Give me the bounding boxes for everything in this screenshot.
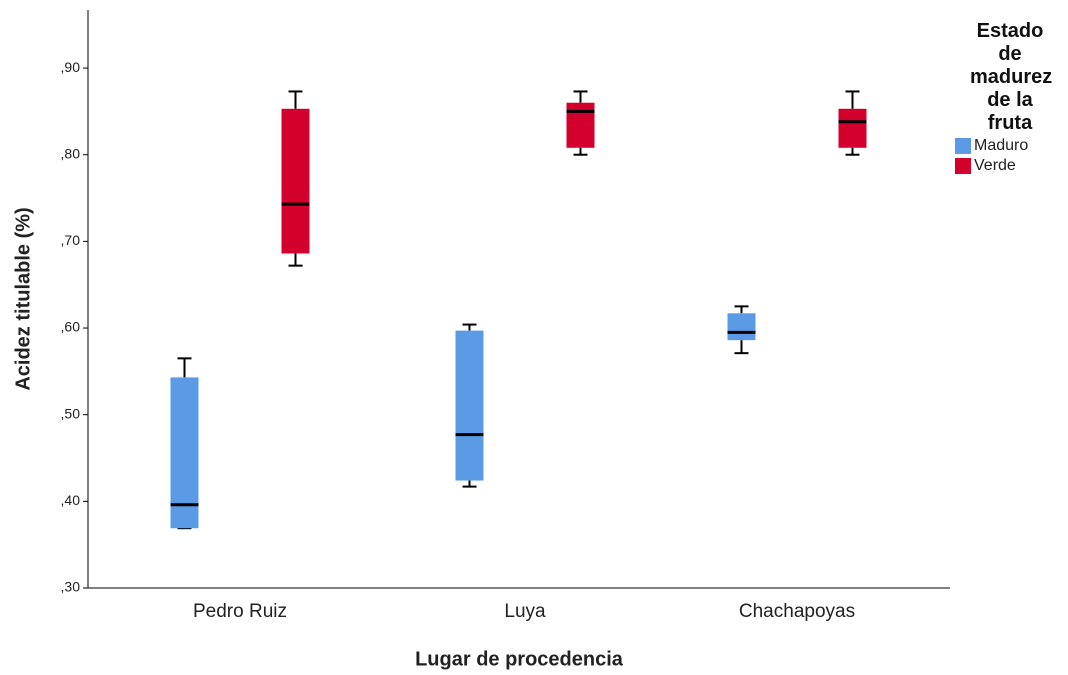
box bbox=[170, 377, 199, 529]
legend-label: Maduro bbox=[974, 137, 1029, 154]
legend-swatch bbox=[955, 138, 971, 154]
x-tick-label: Luya bbox=[504, 601, 546, 622]
box bbox=[727, 313, 756, 341]
y-tick-label: ,40 bbox=[61, 492, 81, 508]
y-tick-label: ,80 bbox=[61, 145, 81, 161]
box bbox=[281, 108, 310, 254]
box bbox=[838, 108, 867, 148]
x-tick-label: Pedro Ruiz bbox=[193, 601, 287, 622]
y-tick-label: ,30 bbox=[61, 579, 81, 595]
y-axis-label: Acidez titulable (%) bbox=[12, 207, 34, 390]
x-axis-label: Lugar de procedencia bbox=[415, 648, 624, 670]
legend-item: Maduro bbox=[955, 137, 1065, 155]
legend-swatch bbox=[955, 158, 971, 174]
legend-items: Maduro Verde bbox=[955, 137, 1065, 175]
y-tick-label: ,90 bbox=[61, 59, 81, 75]
x-tick-label: Chachapoyas bbox=[739, 601, 855, 622]
y-tick-label: ,60 bbox=[61, 319, 81, 335]
legend-label: Verde bbox=[974, 157, 1016, 174]
y-tick-label: ,70 bbox=[61, 232, 81, 248]
legend-title: Estado de madurez de la fruta bbox=[970, 20, 1053, 134]
box bbox=[455, 330, 484, 481]
y-tick-label: ,50 bbox=[61, 405, 81, 421]
legend-item: Verde bbox=[955, 157, 1065, 175]
box bbox=[566, 102, 595, 148]
legend: Estado de madurez de la fruta Maduro Verd… bbox=[955, 20, 1065, 175]
